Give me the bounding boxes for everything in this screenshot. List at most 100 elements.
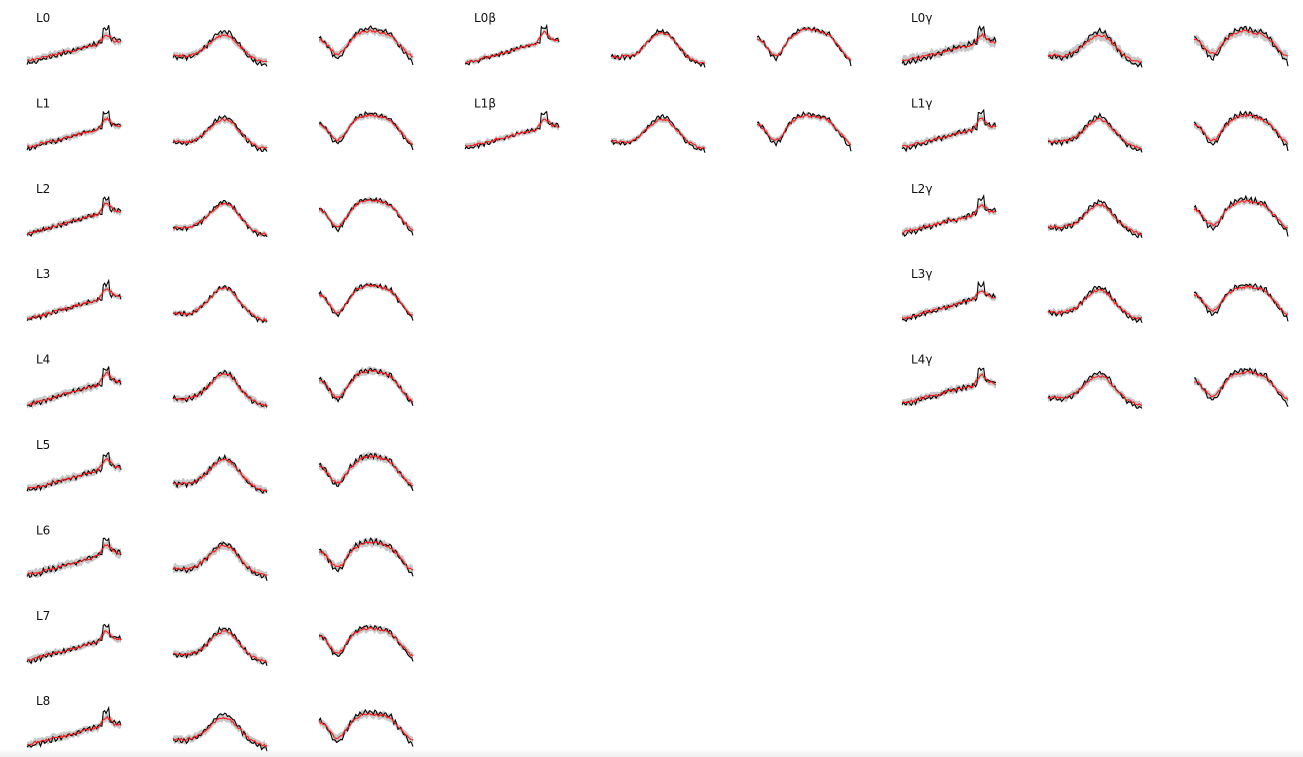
subplot-valley-dome [1193,367,1289,407]
uncertainty-band [173,626,267,666]
panel-label: L6 [36,523,50,537]
prediction-line [610,118,706,150]
uncertainty-band [173,540,267,580]
prediction-line [172,716,268,748]
prediction-line [1193,113,1289,145]
subplot-dome [1047,370,1143,410]
prediction-line [318,454,413,487]
prediction-line [901,32,997,62]
prediction-line [318,626,414,657]
prediction-line [464,118,560,147]
subplot-dome [1047,285,1143,323]
uncertainty-band [27,286,121,322]
prediction-line [1047,117,1143,150]
subplot-valley-dome [756,110,852,152]
subplot-ramp [26,623,122,665]
prediction-line [464,30,560,64]
subplot-valley-dome [1193,282,1289,322]
prediction-line [901,290,997,320]
uncertainty-band [173,369,267,410]
prediction-line [27,457,122,489]
subplot-dome [172,453,268,495]
uncertainty-band [902,28,996,67]
uncertainty-band [27,540,121,579]
prediction-line [172,117,268,149]
subplot-ramp [26,25,122,65]
target-line [318,282,414,321]
subplot-ramp [26,537,122,579]
subplot-dome [172,200,268,238]
uncertainty-band [173,200,267,238]
subplot-valley-dome [1193,110,1289,152]
prediction-line [318,540,414,571]
uncertainty-band [319,282,413,318]
prediction-line [318,198,414,232]
uncertainty-band [465,116,559,150]
prediction-line [172,286,268,322]
subplot-ramp [464,23,560,66]
prediction-line [172,544,268,577]
subplot-dome [172,29,268,67]
uncertainty-band [611,115,705,152]
prediction-line [26,116,122,149]
prediction-line [172,373,268,407]
target-line [318,111,414,151]
subplot-valley-dome [318,366,414,406]
subplot-valley-dome [318,708,414,747]
prediction-line [1047,374,1143,407]
subplot-valley-dome [318,24,414,66]
uncertainty-band [902,288,996,322]
uncertainty-band [173,284,267,324]
uncertainty-band [1048,201,1142,238]
prediction-line [1047,34,1143,63]
subplot-ramp [26,195,122,237]
prediction-line [756,114,852,145]
subplot-dome [1047,198,1143,239]
target-line [464,110,560,150]
uncertainty-band [902,370,996,407]
subplot-ramp [901,280,997,323]
target-line [172,712,268,752]
prediction-line [172,629,268,663]
uncertainty-band [1194,111,1288,149]
uncertainty-band [27,31,121,65]
prediction-line [26,715,122,746]
subplot-dome [172,114,268,152]
subplot-ramp [26,366,122,410]
target-line [756,26,852,67]
panel-label: L3 [36,267,50,281]
subplot-ramp [26,451,122,493]
target-line [901,193,997,237]
panel-label: L1β [474,96,496,110]
subplot-valley-dome [318,196,414,236]
panel-label: L2γ [911,182,932,196]
prediction-line [1047,202,1143,236]
bottom-edge-shading [0,749,1303,757]
prediction-line [901,373,997,404]
panel-label: L0γ [911,11,932,25]
prediction-line [26,202,122,235]
uncertainty-band [902,114,996,151]
panel-label: L1 [36,96,50,110]
target-line [26,109,122,151]
prediction-line [901,117,997,148]
target-line [901,280,997,323]
subplot-dome [610,113,706,153]
panel-label: L4γ [911,353,932,367]
target-line [901,367,997,407]
prediction-line [610,31,706,64]
target-line [1193,25,1289,67]
subplot-ramp [464,110,560,150]
subplot-valley-dome [318,536,414,577]
subplot-dome [1047,112,1143,153]
subplot-ramp [26,109,122,152]
subplot-valley-dome [318,111,414,151]
subplot-dome [1047,26,1143,68]
prediction-line [318,113,414,146]
target-line [26,25,122,65]
subplot-ramp [901,24,997,67]
uncertainty-band [27,115,121,152]
prediction-line [1193,29,1289,57]
target-line [1047,370,1143,409]
panel-label: L1γ [911,96,932,110]
